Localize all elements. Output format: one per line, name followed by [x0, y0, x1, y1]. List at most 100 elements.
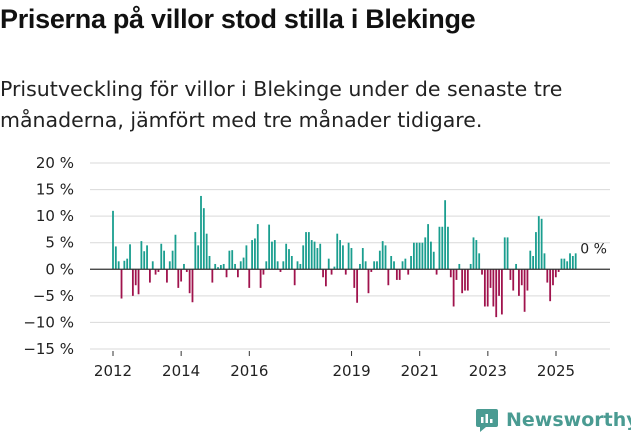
- bar: [566, 261, 569, 270]
- bar: [376, 261, 378, 270]
- bar: [523, 269, 526, 312]
- bar: [435, 269, 438, 275]
- bar: [248, 269, 251, 288]
- bar: [407, 269, 410, 275]
- bar: [401, 261, 404, 270]
- bar: [381, 241, 384, 270]
- bar: [503, 237, 506, 270]
- bar: [339, 240, 341, 270]
- bar: [112, 210, 114, 270]
- bar: [305, 232, 307, 270]
- bar: [276, 261, 279, 270]
- bar: [509, 269, 512, 280]
- annotation: 0 %: [580, 241, 607, 257]
- bar: [526, 269, 529, 291]
- bar: [191, 269, 194, 303]
- bar: [393, 261, 395, 270]
- bar: [200, 195, 202, 270]
- bar: [472, 237, 475, 270]
- bar: [481, 269, 483, 275]
- bar: [231, 250, 234, 270]
- bar: [498, 269, 500, 296]
- bar: [256, 224, 259, 270]
- bar: [188, 269, 191, 294]
- bar: [310, 240, 313, 270]
- y-tick-label: 20 %: [36, 154, 74, 172]
- bar: [168, 261, 171, 270]
- bar: [251, 240, 253, 270]
- bar: [146, 245, 148, 270]
- bar: [455, 269, 458, 280]
- bar: [492, 269, 495, 307]
- bar: [254, 238, 256, 270]
- bar: [174, 234, 177, 270]
- bar: [430, 241, 432, 270]
- newsworthy-logo: Newsworthy: [474, 407, 631, 433]
- y-tick-label: 10 %: [36, 207, 74, 225]
- bar: [461, 269, 464, 294]
- bar: [574, 253, 577, 270]
- bar: [157, 269, 160, 272]
- bar: [197, 245, 200, 270]
- bar: [160, 243, 163, 270]
- bar: [307, 232, 310, 270]
- last-value-annotation: 0 %: [580, 241, 607, 257]
- bar: [438, 226, 441, 270]
- bar: [237, 269, 239, 278]
- x-tick-label: 2012: [94, 362, 132, 380]
- bar: [180, 269, 183, 282]
- y-tick-label: 0 %: [45, 260, 74, 278]
- bar: [245, 245, 248, 270]
- bars: [90, 195, 610, 318]
- bar: [571, 256, 574, 270]
- bar: [313, 241, 316, 270]
- bar: [421, 242, 424, 270]
- bar: [228, 250, 231, 270]
- bar: [262, 269, 265, 275]
- y-tick-label: −5 %: [33, 287, 74, 305]
- bar: [202, 208, 205, 270]
- bar: [347, 242, 350, 270]
- bar: [475, 240, 478, 270]
- bar: [398, 269, 401, 280]
- bar: [282, 261, 285, 270]
- bar: [151, 261, 154, 270]
- bar: [537, 216, 540, 270]
- bar: [271, 241, 273, 270]
- brand-name: Newsworthy: [506, 409, 631, 431]
- bar: [452, 269, 455, 307]
- bar: [166, 269, 168, 283]
- bar: [214, 263, 217, 270]
- bar: [359, 263, 361, 270]
- bar: [327, 258, 330, 270]
- bar: [370, 269, 373, 272]
- bar: [486, 269, 489, 307]
- bar: [520, 269, 523, 286]
- bar: [554, 269, 557, 278]
- bar: [427, 224, 429, 270]
- grid-lines: [90, 162, 610, 350]
- bar: [415, 242, 418, 270]
- bar: [299, 263, 302, 270]
- bar-chart: 20 %15 %10 %5 %0 %−5 %−10 %−15 % 2012 201…: [23, 154, 610, 380]
- bar: [208, 256, 211, 270]
- y-tick-label: 15 %: [36, 181, 74, 199]
- bar: [149, 269, 151, 283]
- bar: [569, 253, 571, 270]
- bar: [205, 233, 208, 270]
- bar: [364, 261, 367, 270]
- bar: [395, 269, 398, 280]
- bar: [404, 258, 407, 270]
- bar: [137, 269, 140, 295]
- bar: [529, 250, 532, 270]
- bar: [290, 256, 293, 270]
- bar: [412, 242, 415, 270]
- bar: [557, 269, 560, 272]
- bar: [506, 237, 509, 270]
- bar: [219, 265, 222, 270]
- bar: [350, 248, 353, 270]
- bar: [171, 250, 174, 270]
- bar: [217, 267, 219, 270]
- bar: [296, 261, 299, 270]
- bar: [129, 244, 131, 270]
